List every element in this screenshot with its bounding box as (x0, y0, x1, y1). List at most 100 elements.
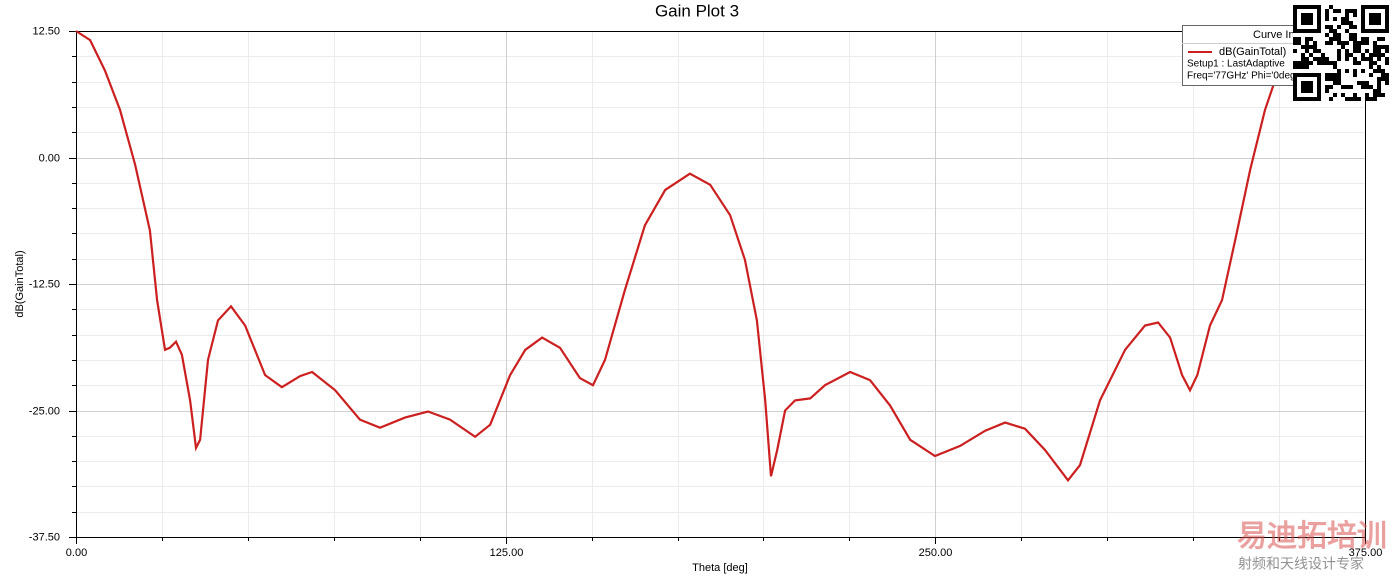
qr-cell (1301, 57, 1305, 61)
qr-cell (1361, 81, 1365, 85)
qr-cell (1373, 61, 1377, 65)
qr-cell (1329, 77, 1333, 81)
qr-cell (1373, 45, 1377, 49)
qr-cell (1349, 53, 1353, 57)
qr-cell (1373, 69, 1377, 73)
qr-cell (1325, 25, 1329, 29)
qr-cell (1309, 37, 1313, 41)
qr-cell (1297, 41, 1301, 45)
qr-cell (1305, 65, 1309, 69)
qr-cell (1293, 41, 1297, 45)
qr-cell (1337, 77, 1341, 81)
qr-cell (1373, 89, 1377, 93)
qr-cell (1313, 41, 1317, 45)
qr-cell (1293, 61, 1297, 65)
qr-cell (1353, 9, 1357, 13)
qr-cell (1337, 25, 1341, 29)
qr-cell (1293, 37, 1297, 41)
qr-cell (1317, 49, 1321, 53)
qr-cell (1325, 73, 1329, 77)
qr-cell (1353, 97, 1357, 101)
qr-cell (1353, 57, 1357, 61)
qr-cell (1349, 33, 1353, 37)
qr-cell (1333, 93, 1337, 97)
qr-cell (1365, 97, 1369, 101)
qr-cell (1317, 57, 1321, 61)
qr-cell (1325, 57, 1329, 61)
grid (69, 31, 1366, 544)
qr-cell (1353, 45, 1357, 49)
qr-cell (1369, 97, 1373, 101)
qr-cell (1297, 61, 1301, 65)
qr-cell (1333, 73, 1337, 77)
qr-cell (1369, 73, 1373, 77)
qr-cell (1345, 57, 1349, 61)
qr-cell (1301, 45, 1305, 49)
qr-cell (1293, 49, 1297, 53)
watermark-subtitle: 射频和天线设计专家 (1238, 556, 1364, 572)
y-tick-label: 0.00 (39, 152, 60, 164)
qr-cell (1341, 85, 1345, 89)
qr-cell (1301, 61, 1305, 65)
qr-cell (1377, 69, 1381, 73)
qr-cell (1305, 49, 1309, 53)
qr-cell (1381, 45, 1385, 49)
qr-cell (1305, 45, 1309, 49)
qr-cell (1349, 9, 1353, 13)
qr-cell (1369, 65, 1373, 69)
qr-cell (1325, 61, 1329, 65)
qr-cell (1309, 53, 1313, 57)
qr-cell (1385, 81, 1389, 85)
x-tick-label: 250.00 (919, 547, 953, 559)
qr-cell (1377, 65, 1381, 69)
qr-cell (1325, 85, 1329, 89)
watermark-title: 易迪拓培训 (1237, 519, 1387, 553)
qr-cell (1377, 93, 1381, 97)
qr-cell (1353, 69, 1357, 73)
qr-cell (1365, 81, 1369, 85)
qr-cell (1329, 29, 1333, 33)
qr-cell (1325, 33, 1329, 37)
qr-cell (1361, 37, 1365, 41)
qr-cell (1329, 25, 1333, 29)
qr-finder (1361, 5, 1389, 33)
qr-cell (1337, 69, 1341, 73)
qr-cell (1333, 77, 1337, 81)
qr-cell (1377, 57, 1381, 61)
qr-cell (1377, 37, 1381, 41)
qr-cell (1357, 97, 1361, 101)
qr-cell (1333, 61, 1337, 65)
qr-cell (1345, 29, 1349, 33)
qr-cell (1329, 61, 1333, 65)
qr-finder (1293, 73, 1321, 101)
qr-cell (1321, 57, 1325, 61)
qr-cell (1329, 97, 1333, 101)
qr-cell (1357, 49, 1361, 53)
qr-cell (1361, 41, 1365, 45)
qr-cell (1333, 29, 1337, 33)
qr-cell (1369, 53, 1373, 57)
qr-cell (1329, 73, 1333, 77)
qr-cell (1385, 45, 1389, 49)
qr-cell (1297, 37, 1301, 41)
qr-cell (1373, 49, 1377, 53)
qr-cell (1353, 41, 1357, 45)
qr-cell (1337, 41, 1341, 45)
x-tick-label: 0.00 (66, 547, 87, 559)
qr-cell (1345, 21, 1349, 25)
qr-cell (1381, 73, 1385, 77)
qr-cell (1341, 21, 1345, 25)
qr-cell (1325, 13, 1329, 17)
qr-cell (1369, 61, 1373, 65)
qr-cell (1313, 49, 1317, 53)
plot-frame (76, 31, 1366, 538)
qr-cell (1365, 85, 1369, 89)
qr-cell (1357, 81, 1361, 85)
qr-cell (1345, 53, 1349, 57)
qr-cell (1345, 69, 1349, 73)
qr-cell (1353, 13, 1357, 17)
qr-cell (1345, 97, 1349, 101)
qr-cell (1365, 57, 1369, 61)
qr-cell (1381, 53, 1385, 57)
qr-cell (1325, 9, 1329, 13)
